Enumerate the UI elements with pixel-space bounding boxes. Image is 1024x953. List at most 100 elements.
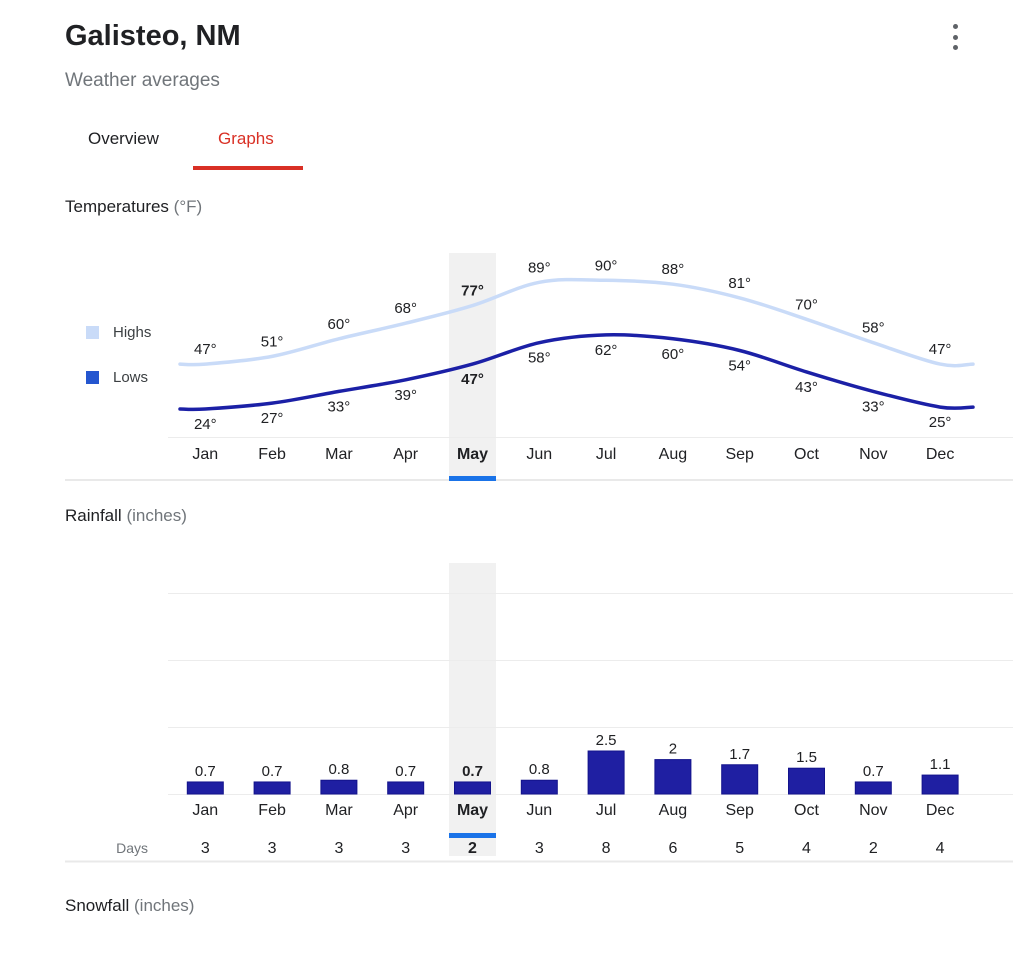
snowfall-unit-text: (inches) [134, 896, 195, 915]
temp-month-label[interactable]: Oct [794, 446, 819, 463]
rain-month-label[interactable]: Feb [258, 802, 286, 819]
highs-value-label: 68° [394, 300, 417, 317]
rain-value-label: 1.1 [930, 756, 951, 773]
rain-bar[interactable] [854, 781, 892, 795]
lows-value-label: 43° [795, 379, 818, 396]
temp-month-label[interactable]: Jun [526, 446, 552, 463]
rain-month-label[interactable]: Dec [926, 802, 954, 819]
rain-days-value: 2 [468, 840, 477, 857]
highs-value-label: 51° [261, 333, 284, 350]
lows-line [178, 333, 975, 412]
legend-item-lows[interactable]: Lows [86, 368, 151, 386]
days-row-label: Days [116, 840, 148, 856]
lows-value-label: 47° [461, 371, 484, 388]
highs-value-label: 58° [862, 320, 885, 337]
rain-days-value: 3 [401, 840, 410, 857]
rainfall-title-text: Rainfall [65, 506, 122, 525]
legend-item-highs[interactable]: Highs [86, 324, 151, 341]
rain-bar[interactable] [654, 759, 692, 795]
rain-value-label: 0.8 [529, 761, 550, 778]
rain-month-label[interactable]: Mar [325, 802, 353, 819]
snowfall-section-title: Snowfall (inches) [65, 896, 194, 916]
snowfall-title-text: Snowfall [65, 896, 130, 915]
highs-value-label: 81° [728, 275, 751, 292]
highs-value-label: 60° [328, 316, 351, 333]
rain-value-label: 0.7 [395, 763, 416, 780]
temp-month-label[interactable]: Aug [659, 446, 687, 463]
rain-month-label[interactable]: Nov [859, 802, 887, 819]
rain-month-label[interactable]: Aug [659, 802, 687, 819]
lows-value-label: 60° [662, 346, 685, 363]
rain-days-value: 6 [668, 840, 677, 857]
lows-swatch-icon [86, 370, 99, 384]
rain-bar[interactable] [186, 781, 224, 795]
rain-month-label[interactable]: Apr [393, 802, 419, 819]
rain-value-label: 1.7 [729, 746, 750, 763]
temp-month-label[interactable]: Jul [596, 446, 616, 463]
rain-month-label[interactable]: Jul [596, 802, 616, 819]
temp-month-label[interactable]: May [457, 446, 488, 463]
temp-month-label[interactable]: Feb [258, 446, 286, 463]
rain-days-value: 3 [268, 840, 277, 857]
temp-month-label[interactable]: Sep [725, 446, 754, 463]
rain-bar[interactable] [454, 781, 491, 795]
page-title: Galisteo, NM [65, 20, 241, 52]
lows-value-label: 25° [929, 414, 952, 431]
rain-month-label[interactable]: Jan [192, 802, 218, 819]
temperatures-title-text: Temperatures [65, 197, 169, 216]
rain-bar[interactable] [320, 779, 358, 795]
kebab-menu-icon[interactable] [946, 24, 964, 50]
rain-month-label[interactable]: Oct [794, 802, 819, 819]
rain-value-label: 0.7 [262, 763, 283, 780]
highs-swatch-icon [86, 325, 99, 339]
highs-value-label: 90° [595, 257, 618, 274]
tab-overview[interactable]: Overview [88, 129, 159, 148]
highs-line [178, 277, 975, 368]
temp-month-label[interactable]: Apr [393, 446, 419, 463]
rain-month-label[interactable]: May [457, 802, 488, 819]
lows-value-label: 62° [595, 342, 618, 359]
rain-days-value: 3 [535, 840, 544, 857]
legend-lows-label: Lows [113, 368, 149, 386]
highs-value-label: 88° [662, 261, 685, 278]
rain-value-label: 2.5 [596, 732, 617, 749]
rain-selected-underline [449, 833, 496, 838]
lows-value-label: 27° [261, 410, 284, 427]
temp-month-label[interactable]: Mar [325, 446, 353, 463]
highs-value-label: 77° [461, 283, 484, 300]
lows-value-label: 24° [194, 416, 217, 433]
rainfall-unit-text: (inches) [126, 506, 187, 525]
lows-value-label: 58° [528, 350, 551, 367]
rain-bar[interactable] [520, 779, 558, 795]
highs-value-label: 47° [194, 341, 217, 358]
rain-month-label[interactable]: Jun [526, 802, 552, 819]
temperatures-section-title: Temperatures (°F) [65, 197, 202, 217]
rain-bar[interactable] [587, 750, 625, 795]
rain-value-label: 0.7 [863, 763, 884, 780]
lows-value-label: 39° [394, 387, 417, 404]
highs-value-label: 47° [929, 341, 952, 358]
temperatures-unit-text: (°F) [173, 197, 203, 216]
rain-days-value: 2 [869, 840, 878, 857]
rain-bar[interactable] [921, 774, 959, 795]
rainfall-section-title: Rainfall (inches) [65, 506, 187, 526]
temp-month-label[interactable]: Jan [192, 446, 218, 463]
kebab-dot [952, 45, 958, 50]
rain-bar[interactable] [387, 781, 425, 795]
rain-bar[interactable] [788, 767, 825, 795]
highs-value-label: 70° [795, 296, 818, 313]
selected-month-band[interactable] [449, 563, 496, 856]
kebab-dot [952, 34, 958, 40]
rain-value-label: 0.7 [462, 763, 483, 780]
rain-bar[interactable] [721, 764, 759, 795]
rain-days-value: 4 [936, 840, 945, 857]
temp-month-label[interactable]: Dec [926, 446, 954, 463]
temp-month-label[interactable]: Nov [859, 446, 887, 463]
tab-graphs[interactable]: Graphs [218, 129, 274, 148]
rain-value-label: 1.5 [796, 749, 817, 766]
rain-days-value: 4 [802, 840, 811, 857]
lows-value-label: 33° [862, 398, 885, 415]
rain-month-label[interactable]: Sep [725, 802, 754, 819]
rain-bar[interactable] [253, 781, 291, 795]
